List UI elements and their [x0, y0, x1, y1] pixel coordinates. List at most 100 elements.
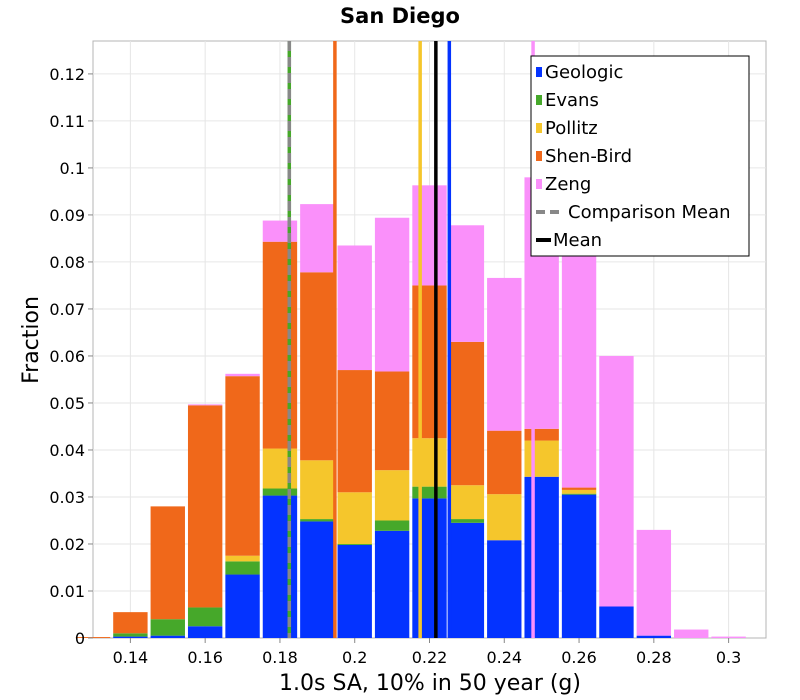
y-tick-label-3: 0.03 [49, 488, 85, 507]
legend: Geologic Evans Pollitz Shen-Bird Zeng Compari… [530, 55, 750, 257]
bar-zeng-0.29 [674, 629, 709, 638]
y-tick-label-9: 0.09 [49, 206, 85, 225]
legend-swatch-zeng [536, 179, 542, 189]
bar-evans-0.21 [374, 520, 410, 531]
bar-shen-bird-0.20 [337, 370, 372, 493]
bar-zeng-0.16 [187, 404, 223, 406]
y-tick-label-10: 0.1 [60, 159, 85, 178]
bar-zeng-0.17 [225, 373, 260, 377]
x-tick-label-0: 0.14 [113, 648, 149, 667]
bar-zeng-0.27 [599, 355, 634, 607]
y-tick-label-7: 0.07 [49, 300, 85, 319]
x-tick-label-1: 0.16 [187, 648, 223, 667]
x-axis-title: 1.0s SA, 10% in 50 year (g) [279, 671, 581, 696]
bar-zeng-0.21 [374, 217, 410, 372]
y-tick-label-12: 0.12 [49, 65, 85, 84]
bar-geologic-0.25 [524, 476, 559, 638]
bar-geologic-0.15 [150, 635, 185, 638]
legend-label-mean: Mean [553, 230, 602, 251]
x-tick-label-8: 0.3 [716, 648, 741, 667]
bar-shen-bird-0.23 [449, 341, 485, 486]
x-tick-label-6: 0.26 [561, 648, 597, 667]
legend-swatch-pollitz [536, 123, 542, 133]
bar-pollitz-0.17 [225, 555, 260, 562]
x-tick-label-7: 0.28 [636, 648, 672, 667]
bar-geologic-0.14 [113, 636, 148, 638]
bar-evans-0.26 [561, 493, 597, 495]
bar-evans-0.22 [412, 486, 447, 499]
bar-zeng-0.26 [561, 240, 597, 488]
bar-pollitz-0.18 [262, 448, 298, 489]
bar-evans-0.19 [300, 519, 335, 522]
bar-evans-0.17 [225, 561, 260, 575]
bar-shen-bird-0.15 [150, 506, 185, 620]
y-tick-label-6: 0.06 [49, 347, 85, 366]
y-axis-title: Fraction [19, 296, 44, 384]
legend-label-pollitz: Pollitz [545, 118, 598, 139]
bar-shen-bird-0.26 [561, 487, 597, 490]
bar-pollitz-0.23 [449, 485, 485, 520]
bar-evans-0.15 [150, 619, 185, 636]
legend-label-shen-bird: Shen-Bird [545, 146, 632, 167]
y-tick-label-11: 0.11 [49, 112, 85, 131]
bar-shen-bird-0.16 [187, 405, 223, 608]
bar-zeng-0.30 [711, 636, 746, 638]
bar-zeng-0.19 [300, 204, 335, 273]
bar-geologic-0.22 [412, 498, 447, 638]
bar-shen-bird-0.19 [300, 272, 335, 461]
bar-zeng-0.20 [337, 245, 372, 371]
bar-shen-bird-0.17 [225, 376, 260, 556]
y-tick-label-2: 0.02 [49, 535, 85, 554]
bar-evans-0.23 [449, 519, 485, 523]
bar-shen-bird-0.21 [374, 371, 410, 471]
bar-evans-0.16 [187, 607, 223, 627]
legend-label-geologic: Geologic [545, 62, 623, 83]
bar-shen-bird-0.25 [524, 428, 559, 441]
bar-pollitz-0.26 [561, 489, 597, 494]
axes: 0 0.01 0.02 0.03 0.04 0.05 0.06 0.07 0.08 0.09 0.1… [49, 65, 741, 667]
chart-title: San Diego [340, 4, 460, 28]
x-tick-label-2: 0.18 [262, 648, 298, 667]
bar-pollitz-0.22 [412, 438, 447, 487]
bar-geologic-0.19 [300, 521, 335, 638]
bar-zeng-0.28 [636, 529, 672, 636]
bar-geologic-0.26 [561, 494, 597, 638]
legend-label-comparison-mean: Comparison Mean [568, 202, 731, 223]
bar-zeng-0.24 [487, 277, 522, 431]
bar-geologic-0.20 [337, 544, 372, 638]
bar-shen-bird-0.14 [113, 612, 148, 634]
x-tick-label-4: 0.22 [412, 648, 448, 667]
bar-stacks [75, 177, 746, 638]
bar-geologic-0.16 [187, 626, 223, 638]
bar-pollitz-0.20 [337, 492, 372, 544]
y-tick-label-8: 0.08 [49, 253, 85, 272]
bar-evans-0.20 [337, 543, 372, 545]
legend-box [530, 55, 750, 257]
legend-swatch-evans [536, 95, 542, 105]
bar-geologic-0.28 [636, 635, 672, 638]
y-tick-label-0: 0 [75, 629, 85, 648]
bar-shen-bird-0.24 [487, 430, 522, 495]
bar-pollitz-0.19 [300, 460, 335, 520]
legend-swatch-geologic [536, 67, 542, 77]
y-tick-label-5: 0.05 [49, 394, 85, 413]
legend-label-evans: Evans [545, 90, 599, 111]
bar-evans-0.18 [262, 488, 298, 496]
legend-swatch-shen-bird [536, 151, 542, 161]
bar-geologic-0.24 [487, 540, 522, 638]
bar-geologic-0.27 [599, 606, 634, 638]
bar-pollitz-0.21 [374, 470, 410, 521]
x-tick-label-5: 0.24 [486, 648, 522, 667]
bar-geologic-0.18 [262, 495, 298, 638]
bar-geologic-0.23 [449, 522, 485, 638]
y-tick-label-4: 0.04 [49, 441, 85, 460]
legend-label-zeng: Zeng [545, 174, 591, 195]
bar-zeng-0.18 [262, 220, 298, 242]
bar-pollitz-0.24 [487, 494, 522, 541]
bar-shen-bird-0.22 [412, 285, 447, 439]
x-tick-label-3: 0.2 [342, 648, 367, 667]
bar-evans-0.14 [113, 633, 148, 637]
bar-zeng-0.22 [412, 185, 447, 286]
bar-pollitz-0.25 [524, 440, 559, 477]
